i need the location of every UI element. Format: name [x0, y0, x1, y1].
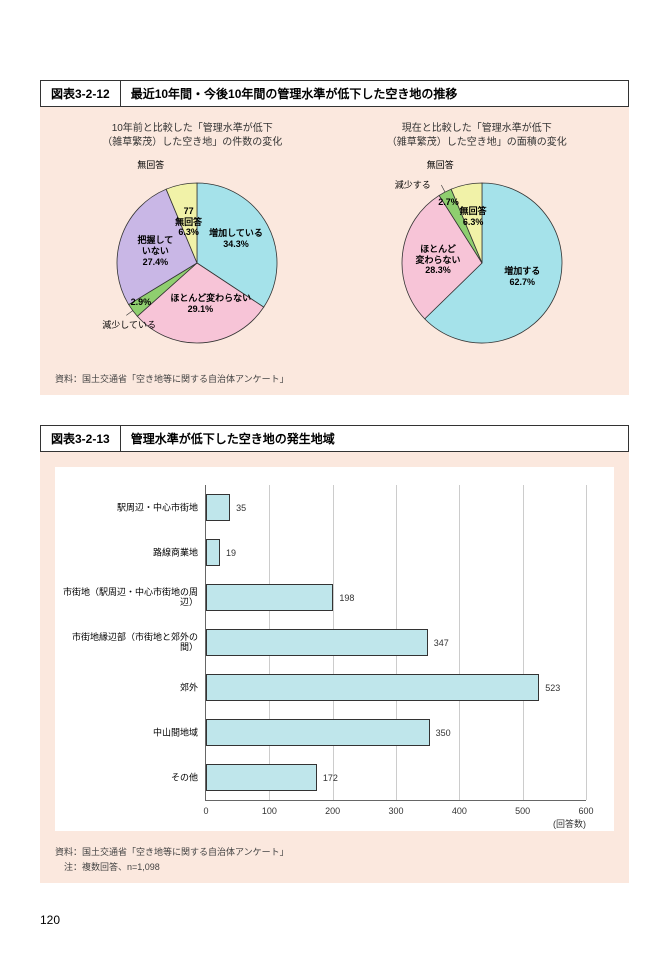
pie-chart-header: 図表3-2-12 最近10年間・今後10年間の管理水準が低下した空き地の推移: [40, 80, 629, 107]
pie-slice-label: 増加する62.7%: [492, 266, 552, 288]
bar-category-label: 駅周辺・中心市街地: [63, 502, 206, 513]
x-tick-label: 500: [515, 806, 530, 816]
pie-slice-label-small: 2.9%: [131, 297, 152, 308]
x-axis-title: (回答数): [553, 817, 586, 830]
bar-note: 注：複数回答、n=1,098: [55, 860, 614, 873]
x-tick-label: 0: [203, 806, 208, 816]
bar-row: 駅周辺・中心市街地35: [206, 495, 246, 520]
bar-rect: [206, 719, 430, 746]
ext-label-noanswer-right: 無回答: [427, 158, 454, 171]
pie-slice-label: ほとんど変わらない29.1%: [170, 293, 230, 315]
page-number: 120: [40, 913, 629, 927]
x-tick-label: 100: [262, 806, 277, 816]
chart-title: 管理水準が低下した空き地の発生地域: [121, 426, 628, 451]
ext-label-reduce-left: 減少している: [102, 318, 156, 331]
bar-chart: 0100200300400500600(回答数)駅周辺・中心市街地35路線商業地…: [55, 467, 614, 831]
bar-rect: [206, 674, 539, 701]
chart-title: 最近10年間・今後10年間の管理水準が低下した空き地の推移: [121, 81, 628, 106]
left-pie-column: 10年前と比較した「管理水準が低下 （雑草繁茂）した空き地」の件数の変化 減少し…: [55, 122, 330, 358]
chart-id: 図表3-2-13: [41, 426, 121, 451]
pie-source: 資料：国土交通省「空き地等に関する自治体アンケート」: [55, 372, 614, 385]
bar-rect: [206, 494, 230, 521]
bar-category-label: 郊外: [63, 682, 206, 693]
left-pie-title: 10年前と比較した「管理水準が低下 （雑草繁茂）した空き地」の件数の変化: [55, 122, 330, 150]
bar-category-label: 市街地縁辺部（市街地と郊外の間）: [63, 632, 206, 654]
right-pie-column: 現在と比較した「管理水準が低下 （雑草繁茂）した空き地」の面積の変化 減少する …: [340, 122, 615, 358]
pie-slice-label: ほとんど変わらない28.3%: [408, 244, 468, 276]
pie-slice-label: 把握していない27.4%: [125, 235, 185, 267]
ext-label-noanswer-left: 無回答: [137, 158, 164, 171]
chart-id: 図表3-2-12: [41, 81, 121, 106]
bar-row: 中山間地域350: [206, 720, 451, 745]
bar-value: 35: [236, 503, 246, 513]
bar-source: 資料：国土交通省「空き地等に関する自治体アンケート」: [55, 845, 614, 858]
bar-rect: [206, 539, 220, 566]
right-pie-title: 現在と比較した「管理水準が低下 （雑草繁茂）した空き地」の面積の変化: [340, 122, 615, 150]
x-tick-label: 200: [325, 806, 340, 816]
grid-line: [523, 485, 524, 800]
bar-chart-header: 図表3-2-13 管理水準が低下した空き地の発生地域: [40, 425, 629, 452]
bar-chart-block: 図表3-2-13 管理水準が低下した空き地の発生地域 0 100 200 300 400…: [40, 425, 629, 883]
bar-rect: [206, 584, 333, 611]
bar-value: 172: [323, 773, 338, 783]
bar-row: 市街地（駅周辺・中心市街地の周辺）198: [206, 585, 354, 610]
grid-line: [459, 485, 460, 800]
x-tick-label: 400: [452, 806, 467, 816]
x-tick-label: 600: [578, 806, 593, 816]
ext-label-reduce-right: 減少する: [395, 178, 431, 191]
bar-category-label: 路線商業地: [63, 547, 206, 558]
bar-value: 347: [434, 638, 449, 648]
bar-category-label: 中山間地域: [63, 727, 206, 738]
grid-line: [586, 485, 587, 800]
pie-chart-block: 図表3-2-12 最近10年間・今後10年間の管理水準が低下した空き地の推移 1…: [40, 80, 629, 395]
bar-row: 路線商業地19: [206, 540, 236, 565]
bar-row: 郊外523: [206, 675, 560, 700]
bar-value: 350: [436, 728, 451, 738]
x-tick-label: 300: [388, 806, 403, 816]
left-pie-chart: 減少している 無回答 増加している34.3%ほとんど変わらない29.1%2.9%…: [82, 158, 302, 358]
bar-row: その他172: [206, 765, 338, 790]
bar-value: 198: [339, 593, 354, 603]
bar-value: 523: [545, 683, 560, 693]
pie-slice-label: 無回答6.3%: [443, 206, 503, 228]
bar-category-label: 市街地（駅周辺・中心市街地の周辺）: [63, 587, 206, 609]
right-pie-chart: 減少する 無回答 増加する62.7%ほとんど変わらない28.3%2.7%無回答6…: [367, 158, 587, 358]
bar-value: 19: [226, 548, 236, 558]
bar-rect: [206, 764, 317, 791]
bar-category-label: その他: [63, 772, 206, 783]
bar-rect: [206, 629, 428, 656]
pie-slice-label: 77無回答6.3%: [159, 206, 219, 238]
bar-row: 市街地縁辺部（市街地と郊外の間）347: [206, 630, 449, 655]
